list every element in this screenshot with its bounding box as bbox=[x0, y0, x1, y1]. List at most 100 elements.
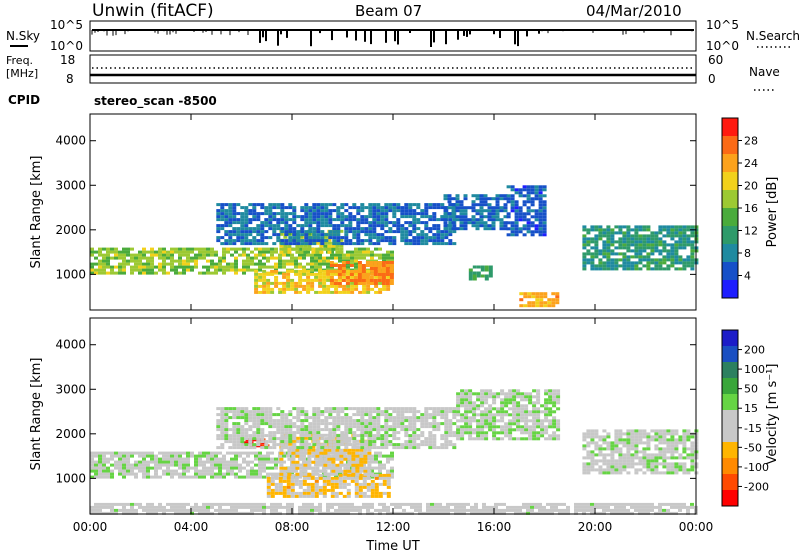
heatmap-cell bbox=[372, 215, 377, 219]
heatmap-cell bbox=[524, 416, 529, 420]
heatmap-cell bbox=[492, 392, 497, 396]
heatmap-cell bbox=[499, 209, 504, 213]
heatmap-cell bbox=[250, 472, 254, 476]
heatmap-cell bbox=[352, 413, 357, 417]
heatmap-cell bbox=[322, 466, 326, 470]
heatmap-cell bbox=[242, 466, 246, 470]
heatmap-cell bbox=[495, 203, 500, 207]
heatmap-cell bbox=[244, 446, 249, 450]
heatmap-cell bbox=[528, 437, 533, 441]
heatmap-cell bbox=[102, 454, 106, 458]
heatmap-cell bbox=[642, 447, 647, 451]
heatmap-cell bbox=[670, 435, 675, 439]
heatmap-cell bbox=[158, 457, 162, 461]
heatmap-cell bbox=[246, 463, 250, 467]
heatmap-cell bbox=[150, 457, 154, 461]
heatmap-cell bbox=[360, 446, 365, 450]
heatmap-cell bbox=[384, 425, 389, 429]
heatmap-cell bbox=[232, 440, 237, 444]
heatmap-cell bbox=[274, 488, 279, 492]
heatmap-cell bbox=[380, 227, 385, 231]
heatmap-cell bbox=[532, 416, 537, 420]
heatmap-cell bbox=[487, 224, 492, 228]
heatmap-cell bbox=[356, 224, 361, 228]
heatmap-cell bbox=[218, 457, 222, 461]
heatmap-cell bbox=[500, 404, 505, 408]
heatmap-cell bbox=[666, 465, 671, 469]
heatmap-cell bbox=[472, 419, 477, 423]
heatmap-cell bbox=[230, 268, 234, 272]
heatmap-cell bbox=[598, 444, 603, 448]
heatmap-cell bbox=[614, 267, 619, 271]
heatmap-cell bbox=[626, 258, 631, 262]
heatmap-cell bbox=[330, 250, 334, 254]
heatmap-cell bbox=[378, 502, 382, 506]
heatmap-cell bbox=[236, 431, 241, 435]
heatmap-cell bbox=[320, 218, 325, 222]
heatmap-cell bbox=[518, 230, 523, 234]
heatmap-cell bbox=[674, 441, 679, 445]
heatmap-cell bbox=[538, 188, 543, 192]
heatmap-cell bbox=[284, 413, 289, 417]
heatmap-cell bbox=[626, 471, 631, 475]
heatmap-cell bbox=[606, 267, 611, 271]
heatmap-cell bbox=[475, 224, 480, 228]
heatmap-cell bbox=[198, 460, 202, 464]
heatmap-cell bbox=[122, 268, 126, 272]
heatmap-cell bbox=[232, 443, 237, 447]
heatmap-cell bbox=[228, 206, 233, 210]
heatmap-cell bbox=[582, 225, 587, 229]
heatmap-cell bbox=[556, 389, 561, 393]
heatmap-cell bbox=[666, 258, 671, 262]
heatmap-cell bbox=[361, 264, 366, 267]
heatmap-cell bbox=[452, 413, 457, 417]
heatmap-cell bbox=[276, 428, 281, 432]
heatmap-cell bbox=[512, 437, 517, 441]
heatmap-cell bbox=[307, 457, 312, 461]
heatmap-cell bbox=[447, 200, 452, 204]
heatmap-cell bbox=[366, 502, 370, 506]
heatmap-cell bbox=[362, 505, 366, 509]
heatmap-cell bbox=[626, 459, 631, 463]
heatmap-cell bbox=[316, 230, 321, 234]
heatmap-cell bbox=[508, 428, 513, 432]
heatmap-cell bbox=[218, 469, 222, 473]
heatmap-cell bbox=[342, 287, 347, 291]
heatmap-cell bbox=[230, 262, 234, 266]
heatmap-cell bbox=[472, 407, 477, 411]
heatmap-cell bbox=[190, 505, 194, 509]
heatmap-cell bbox=[488, 389, 493, 393]
heatmap-cell bbox=[322, 269, 327, 273]
heatmap-cell bbox=[316, 440, 321, 444]
colorbar-swatch bbox=[722, 262, 738, 281]
heatmap-cell bbox=[463, 224, 468, 228]
heatmap-cell bbox=[346, 473, 351, 477]
heatmap-cell bbox=[440, 443, 445, 447]
heatmap-cell bbox=[626, 234, 631, 238]
heatmap-cell bbox=[412, 419, 417, 423]
heatmap-cell bbox=[146, 271, 150, 275]
heatmap-cell bbox=[626, 243, 631, 247]
heatmap-cell bbox=[226, 463, 230, 467]
heatmap-cell bbox=[126, 466, 130, 470]
heatmap-cell bbox=[626, 240, 631, 244]
heatmap-cell bbox=[282, 262, 286, 266]
heatmap-cell bbox=[586, 432, 591, 436]
heatmap-cell bbox=[590, 435, 595, 439]
heatmap-cell bbox=[319, 457, 324, 461]
heatmap-cell bbox=[323, 244, 328, 248]
heatmap-cell bbox=[360, 239, 365, 243]
heatmap-cell bbox=[352, 419, 357, 423]
heatmap-cell bbox=[378, 287, 383, 291]
heatmap-cell bbox=[396, 203, 401, 207]
heatmap-cell bbox=[130, 271, 134, 275]
heatmap-cell bbox=[491, 215, 496, 219]
heatmap-cell bbox=[614, 505, 618, 509]
heatmap-cell bbox=[374, 491, 379, 495]
y-tick-label: 2000 bbox=[55, 223, 86, 237]
heatmap-cell bbox=[320, 419, 325, 423]
heatmap-cell bbox=[390, 253, 394, 257]
heatmap-cell bbox=[389, 267, 394, 270]
heatmap-cell bbox=[459, 215, 464, 219]
